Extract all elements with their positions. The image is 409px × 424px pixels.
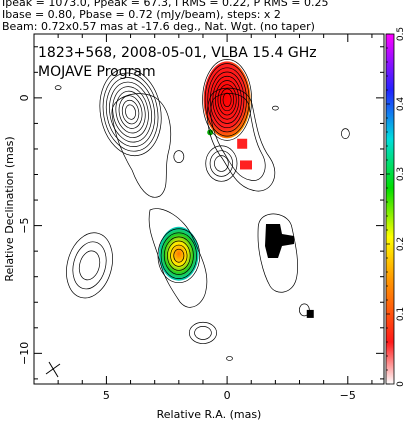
jet-polarization-dark (265, 224, 294, 258)
contour (214, 155, 229, 172)
contour (163, 236, 194, 275)
polarization-intensity (158, 61, 314, 318)
contour (210, 93, 266, 181)
contour (298, 303, 310, 317)
contour (202, 59, 252, 141)
contour (121, 99, 140, 125)
contour (341, 128, 350, 139)
x-tick-label: −5 (340, 389, 356, 402)
contour (102, 72, 159, 152)
contour (173, 248, 185, 263)
header-line-2: Ibase = 0.80, Pbase = 0.72 (mJy/beam), s… (2, 8, 281, 21)
distant-polarization-spot (306, 309, 314, 318)
contour (115, 90, 146, 134)
contour (257, 213, 298, 293)
contour (118, 95, 143, 129)
colorbar-tick-label: 0.4 (396, 97, 406, 112)
colorbar (385, 33, 395, 385)
plot-title: 1823+568, 2008-05-01, VLBA 15.4 GHz (38, 45, 317, 61)
core-polarization-spot (240, 160, 252, 170)
intensity-contours (54, 59, 350, 361)
contour (217, 84, 237, 116)
plot-subtitle: MOJAVE Program (38, 64, 156, 80)
x-tick-label: 5 (103, 389, 110, 402)
contour (105, 77, 156, 147)
y-tick-label: −10 (18, 342, 31, 365)
axis-ticks (33, 34, 384, 384)
contour (206, 87, 276, 192)
contour (204, 63, 250, 137)
contour (188, 321, 217, 344)
contour (125, 104, 137, 120)
contour (212, 75, 242, 124)
core-polarization (203, 61, 251, 139)
contour (272, 105, 279, 111)
contour (194, 325, 212, 340)
y-tick-label: −5 (18, 217, 31, 233)
contour (109, 81, 152, 143)
contour (209, 71, 245, 129)
contour (220, 88, 235, 112)
plot-frame (33, 33, 385, 385)
contour (222, 92, 232, 107)
axis-tick-labels: 5 0 −5 0 −5 −10 (18, 94, 356, 402)
y-axis-label: Relative Declination (mas) (3, 136, 16, 281)
colorbar-tick-label: 0 (396, 381, 406, 387)
contour (170, 244, 188, 267)
x-axis-label: Relative R.A. (mas) (157, 408, 262, 421)
contour (66, 232, 113, 299)
contour (207, 67, 247, 133)
contour (160, 232, 197, 279)
header-line-3: Beam: 0.72x0.57 mas at -17.6 deg., Nat. … (2, 20, 315, 33)
contour (215, 80, 240, 120)
colorbar-tick-label: 0.3 (396, 167, 406, 181)
header-line-1: Ipeak = 1073.0, Ppeak = 67.3, I RMS = 0.… (2, 0, 329, 9)
contour (148, 208, 208, 308)
x-tick-label: 0 (224, 389, 231, 402)
contour (54, 85, 62, 90)
core-polarization-tail (237, 138, 248, 149)
contour (167, 240, 191, 271)
colorbar-tick-label: 0.5 (396, 27, 406, 41)
contour (99, 68, 162, 157)
contour (78, 250, 101, 281)
contour (205, 145, 238, 182)
contour (72, 241, 107, 290)
contour (112, 86, 149, 138)
colorbar-tick-label: 0.2 (396, 237, 406, 251)
beam-marker (45, 361, 61, 378)
contour (111, 93, 172, 198)
colorbar-ticks: 0 0.1 0.2 0.3 0.4 0.5 (386, 27, 406, 387)
contour (226, 356, 233, 361)
jet-polarization (158, 226, 199, 281)
contour (209, 150, 234, 177)
y-tick-label: 0 (18, 94, 31, 101)
contour (173, 150, 185, 163)
colorbar-tick-label: 0.1 (396, 307, 406, 321)
